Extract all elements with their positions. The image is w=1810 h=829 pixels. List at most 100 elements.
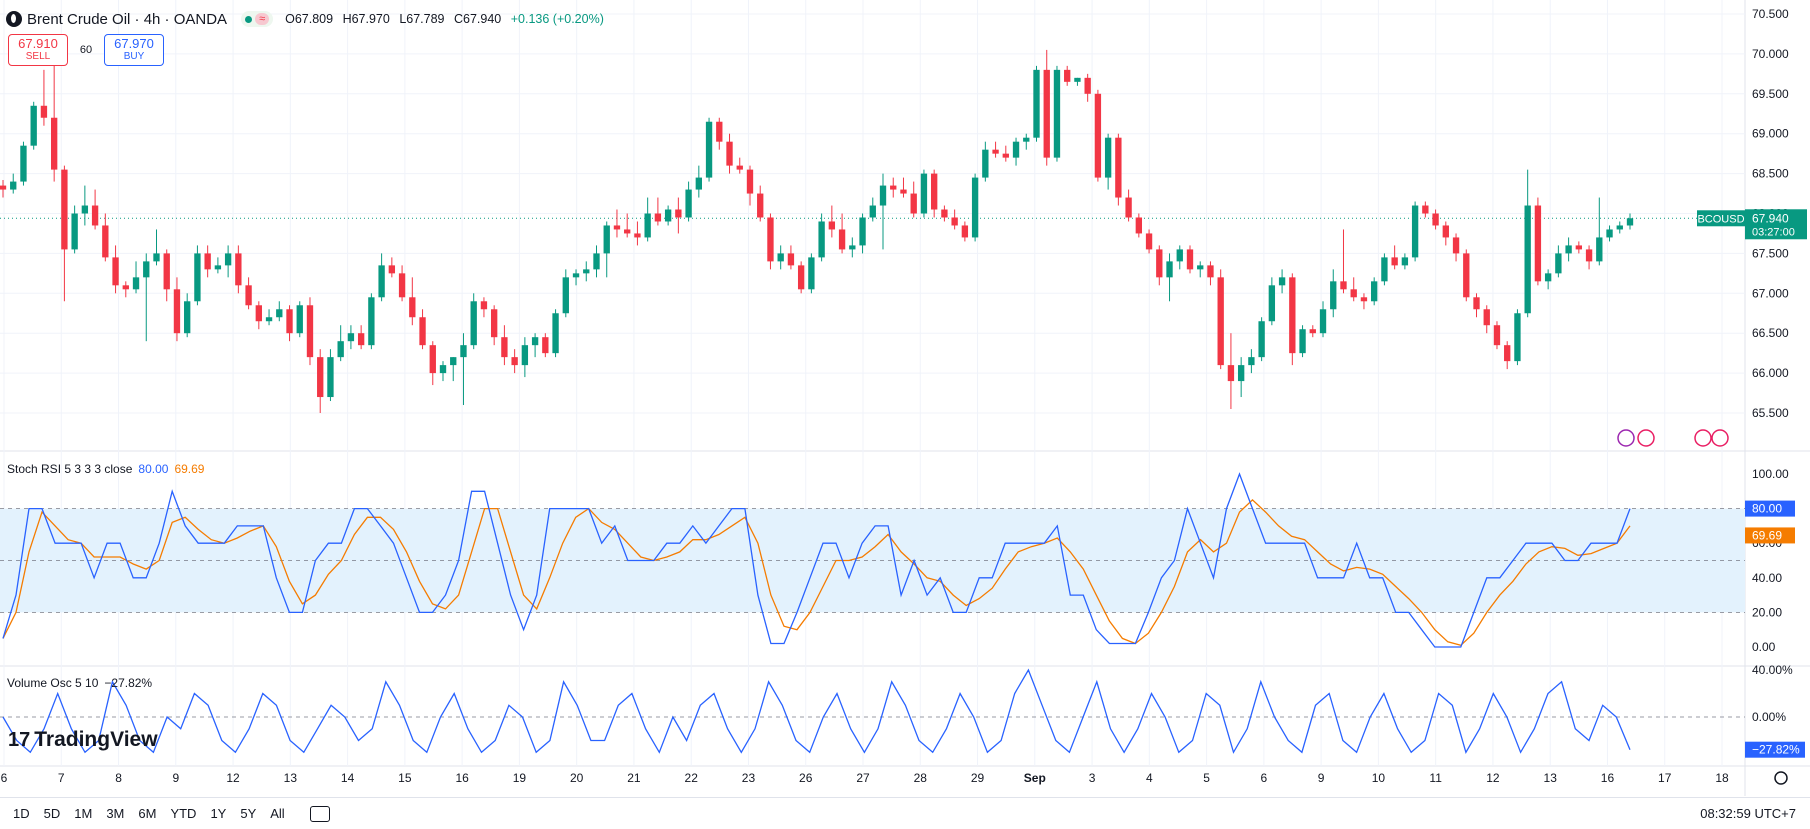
range-3m[interactable]: 3M [106, 806, 125, 821]
range-5y[interactable]: 5Y [240, 806, 257, 821]
stoch-k-tag-label: 80.00 [1752, 502, 1782, 516]
candle-body [1033, 69, 1040, 138]
candle-body [920, 173, 928, 214]
candle-body [286, 309, 293, 334]
candle-body [971, 177, 979, 238]
candle-body [91, 205, 99, 226]
candle-body [61, 169, 68, 250]
candle-body [931, 173, 938, 210]
candle-body [716, 121, 723, 142]
candle-body [644, 213, 651, 238]
wave-icon: ≈ [255, 13, 270, 25]
candle-body [1483, 309, 1490, 326]
candle-body [1534, 205, 1542, 282]
close-value: C67.940 [453, 12, 502, 26]
sell-button[interactable]: 67.910 SELL [8, 34, 68, 66]
candle-body [439, 365, 447, 374]
time-tick-label: 18 [1715, 771, 1729, 785]
chart-header: Brent Crude Oil · 4h · OANDA ≈ O67.809 H… [6, 9, 604, 29]
volosc-legend-title: Volume Osc 5 10 [7, 676, 99, 690]
candle-body [1452, 237, 1460, 254]
candle-body [1053, 69, 1061, 158]
candle-body [214, 265, 222, 270]
last-price-tag-bg [1745, 209, 1807, 240]
candle-body [20, 145, 27, 182]
candle-body [1043, 69, 1050, 158]
candle-body [828, 221, 836, 230]
candle-body [757, 193, 764, 218]
time-tick-label: 6 [1, 771, 8, 785]
candle-body [746, 169, 754, 194]
candle-body [879, 185, 887, 206]
price-tick-label: 67.000 [1752, 286, 1789, 300]
stoch-k-line [2, 472, 1631, 648]
candle-body [1616, 225, 1623, 230]
candle-body [368, 297, 375, 346]
range-ytd[interactable]: YTD [170, 806, 197, 821]
candle-body [1524, 205, 1531, 314]
symbol-title[interactable]: Brent Crude Oil · 4h · OANDA [27, 10, 228, 28]
candle-body [1575, 245, 1583, 250]
candle-body [1064, 69, 1071, 82]
candle-body [838, 229, 846, 250]
candle-body [1432, 213, 1439, 226]
candle-body [531, 337, 539, 346]
time-tick-label: 17 [1658, 771, 1672, 785]
candle-body [1493, 325, 1501, 346]
range-6m[interactable]: 6M [138, 806, 157, 821]
price-tick-label: 70.500 [1752, 7, 1789, 21]
time-tick-label: 3 [1089, 771, 1096, 785]
time-tick-label: 23 [742, 771, 756, 785]
candle-body [1565, 245, 1572, 254]
candle-body [40, 105, 48, 118]
candle-body [1289, 277, 1296, 354]
candle-body [1442, 225, 1449, 238]
time-tick-label: 21 [627, 771, 641, 785]
symbol-logo-icon [6, 11, 22, 27]
range-1m[interactable]: 1M [74, 806, 93, 821]
range-5d[interactable]: 5D [43, 806, 61, 821]
ohlc-values: O67.809 H67.970 L67.789 C67.940 +0.136 (… [285, 12, 604, 26]
stoch-d-line [2, 499, 1631, 647]
range-1y[interactable]: 1Y [210, 806, 227, 821]
order-quantity[interactable]: 60 [79, 44, 93, 56]
candle-body [1248, 357, 1255, 366]
range-all[interactable]: All [270, 806, 285, 821]
time-tick-label: 9 [1318, 771, 1325, 785]
go-to-date-icon[interactable] [309, 805, 330, 822]
open-value: O67.809 [285, 12, 334, 26]
buy-button[interactable]: 67.970 BUY [104, 34, 164, 66]
candle-body [613, 225, 621, 230]
time-tick-label: 20 [570, 771, 584, 785]
time-tick-label: 13 [284, 771, 298, 785]
candle-body [777, 253, 784, 262]
candle-body [132, 277, 140, 290]
candle-body [1084, 77, 1091, 94]
candle-body [204, 253, 211, 270]
stoch-legend[interactable]: Stoch RSI 5 3 3 3 close 80.00 69.69 [7, 462, 204, 476]
time-tick-label: 16 [455, 771, 469, 785]
candle-body [490, 309, 498, 338]
time-tick-label: 26 [799, 771, 813, 785]
market-status[interactable]: ≈ [241, 11, 274, 27]
volosc-tag-label: −27.82% [1752, 743, 1800, 757]
time-tick-label: 8 [115, 771, 122, 785]
candle-body [603, 225, 610, 254]
candle-body [1606, 229, 1613, 238]
candle-body [869, 205, 876, 218]
utc-clock[interactable]: 08:32:59 UTC+7 [1700, 806, 1796, 821]
candle-body [961, 225, 969, 238]
candle-body [470, 301, 477, 346]
candle-body [1319, 309, 1327, 334]
symbol-tag-label: BCOUSD [1697, 213, 1744, 225]
candle-body [654, 213, 662, 222]
tradingview-logo[interactable]: 17 TradingView [8, 728, 158, 752]
price-tick-label: 68.500 [1752, 167, 1789, 181]
time-tick-label: 4 [1146, 771, 1153, 785]
us-flag-event-icon [1711, 429, 1729, 447]
volosc-legend[interactable]: Volume Osc 5 10 −27.82% [7, 676, 152, 690]
range-1d[interactable]: 1D [13, 806, 30, 821]
candle-body [1422, 205, 1429, 214]
price-tick-label: 69.000 [1752, 127, 1789, 141]
